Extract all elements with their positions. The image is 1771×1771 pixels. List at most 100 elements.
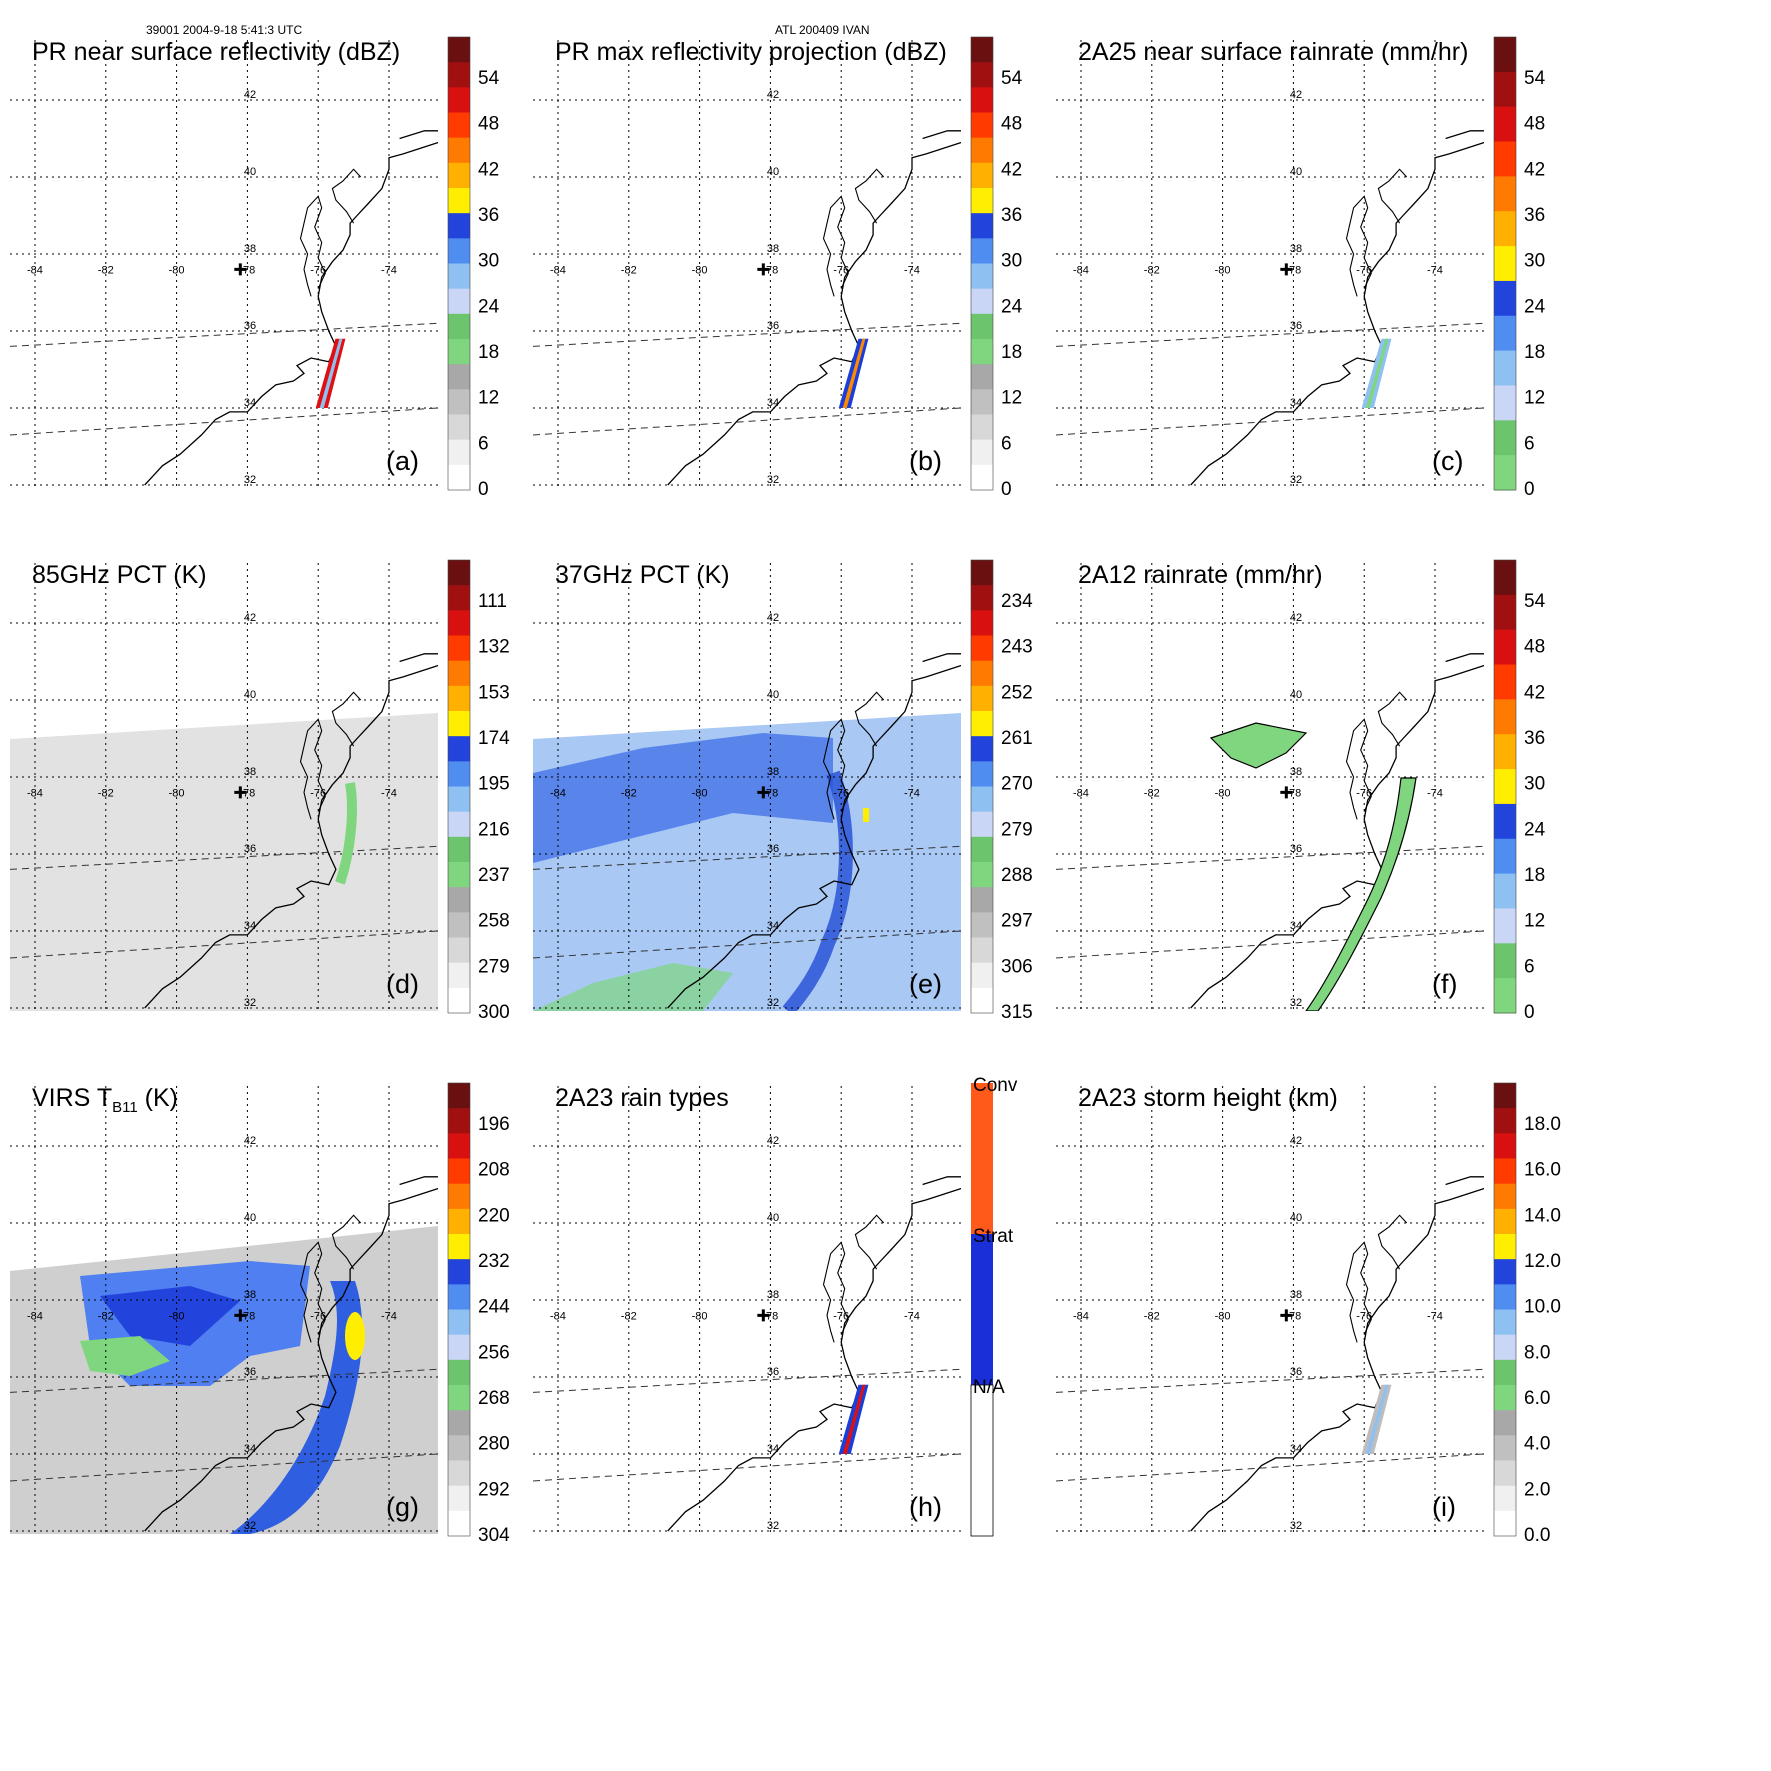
colorbar-segment	[971, 439, 993, 466]
colorbar-label-237: 237	[478, 865, 510, 886]
header-orbit-time: 39001 2004-9-18 5:41:3 UTC	[146, 23, 302, 37]
colorbar-segment	[1494, 420, 1516, 456]
lon-label--80: -80	[692, 264, 708, 276]
colorbar-segment	[971, 862, 993, 888]
lat-label-42: 42	[244, 612, 256, 624]
colorbar-segment	[448, 364, 470, 390]
colorbar-segment	[448, 962, 470, 989]
lat-label-40: 40	[244, 1212, 256, 1224]
lon-label--82: -82	[98, 787, 114, 799]
swath-edge-south	[1056, 1453, 1484, 1482]
panel-label-e: (e)	[909, 969, 942, 999]
coastline	[1190, 1176, 1484, 1532]
colorbar-segment	[1494, 1460, 1516, 1487]
lon-label--78: -78	[762, 787, 778, 799]
lon-label--74: -74	[381, 1310, 397, 1322]
colorbar-label-292: 292	[478, 1479, 510, 1500]
panel-i: -84 -82 -80 -78 -76 -74 42 40 38 36 34 32 2A23 storm…	[1056, 1082, 1561, 1546]
delaware-bay-shore	[331, 168, 362, 224]
colorbar-segment	[1494, 1410, 1516, 1436]
colorbar-segment	[1494, 37, 1516, 73]
colorbar-label-6: 6	[1524, 956, 1535, 977]
scattering-signature	[335, 782, 357, 885]
colorbar-segment	[448, 811, 470, 838]
colorbar-segment	[971, 414, 993, 441]
map-area-b	[533, 40, 961, 488]
colorbar-segment	[448, 560, 470, 586]
colorbar-segment	[448, 339, 470, 365]
swath-edge-north	[533, 1368, 961, 1393]
lon-label--80: -80	[169, 787, 185, 799]
chesapeake-bay-shore	[822, 195, 849, 297]
colorbar-segment	[448, 414, 470, 441]
colorbar-label-195: 195	[478, 774, 510, 795]
lat-label-32: 32	[1290, 997, 1302, 1009]
lon-label--84: -84	[1073, 787, 1089, 799]
colorbar-segment	[1494, 838, 1516, 875]
delaware-bay-shore	[854, 1214, 885, 1270]
lon-label--74: -74	[1427, 264, 1443, 276]
chesapeake-bay-shore	[1345, 1241, 1372, 1343]
colorbar-segment	[971, 711, 993, 737]
colorbar-segment	[448, 1259, 470, 1285]
colorbar-segment	[448, 37, 470, 63]
colorbar-label-4.0: 4.0	[1524, 1434, 1550, 1455]
colorbar-segment	[448, 389, 470, 415]
center-marker-icon	[757, 1309, 770, 1322]
colorbar-label-48: 48	[478, 114, 499, 135]
colorbar-label-2.0: 2.0	[1524, 1479, 1550, 1500]
lat-label-40: 40	[767, 689, 779, 701]
colorbar-label-24: 24	[478, 296, 500, 317]
coastline	[144, 653, 438, 1009]
coastline	[144, 130, 438, 486]
lat-label-32: 32	[244, 1520, 256, 1532]
swath-edge-north	[1056, 322, 1484, 347]
colorbar-segment	[971, 364, 993, 390]
colorbar-label-0: 0	[1524, 1002, 1535, 1023]
colorbar-label-6: 6	[1524, 433, 1535, 454]
panel-b: -84 -82 -80 -78 -76 -74 42 40 38 36 34 32 PR max ref…	[533, 36, 1023, 500]
lat-label-32: 32	[1290, 1520, 1302, 1532]
colorbar-segment	[448, 137, 470, 164]
colorbar-segment	[971, 560, 993, 586]
colorbar-segment	[1494, 455, 1516, 491]
colorbar-label-256: 256	[478, 1342, 510, 1363]
lon-label--74: -74	[904, 1310, 920, 1322]
colorbar-label-12: 12	[1524, 388, 1545, 409]
colorbar-segment	[448, 238, 470, 264]
rainband-inner	[842, 338, 866, 408]
panel-title-a: PR near surface reflectivity (dBZ)	[32, 38, 400, 66]
colorbar-segment	[1494, 978, 1516, 1014]
swath-edge-north	[1056, 1368, 1484, 1393]
colorbar-segment	[971, 937, 993, 964]
lon-label--74: -74	[381, 787, 397, 799]
map-area-g	[10, 1086, 438, 1534]
colorbar-segment	[971, 887, 993, 913]
colorbar-segment	[1494, 873, 1516, 909]
colorbar-label-153: 153	[478, 682, 510, 703]
colorbar-segment	[971, 263, 993, 290]
lat-label-38: 38	[767, 1289, 779, 1301]
colorbar-label-111: 111	[478, 591, 507, 612]
colorbar-label-0: 0	[1001, 479, 1012, 500]
colorbar-label-279: 279	[478, 956, 510, 977]
lon-label--78: -78	[1285, 1310, 1301, 1322]
colorbar-segment	[971, 736, 993, 762]
panel-d: -84 -82 -80 -78 -76 -74 42 40 38 36 34 32 85GHz PCT …	[10, 559, 510, 1023]
colorbar-label-10.0: 10.0	[1524, 1297, 1561, 1318]
colorbar-label-48: 48	[1524, 114, 1545, 135]
lat-label-34: 34	[1290, 920, 1302, 932]
colorbar-segment	[1494, 211, 1516, 247]
colorbar-frame	[970, 559, 994, 1014]
colorbar-label-30: 30	[1524, 774, 1545, 795]
lat-label-34: 34	[767, 1443, 779, 1455]
lat-label-34: 34	[244, 1443, 256, 1455]
lat-label-36: 36	[767, 1366, 779, 1378]
colorbar-segment	[448, 1359, 470, 1386]
colorbar-segment	[971, 238, 993, 264]
lat-label-42: 42	[244, 1135, 256, 1147]
colorbar-label-6.0: 6.0	[1524, 1388, 1550, 1409]
panel-label-i: (i)	[1432, 1492, 1456, 1522]
colorbar-segment	[448, 439, 470, 466]
